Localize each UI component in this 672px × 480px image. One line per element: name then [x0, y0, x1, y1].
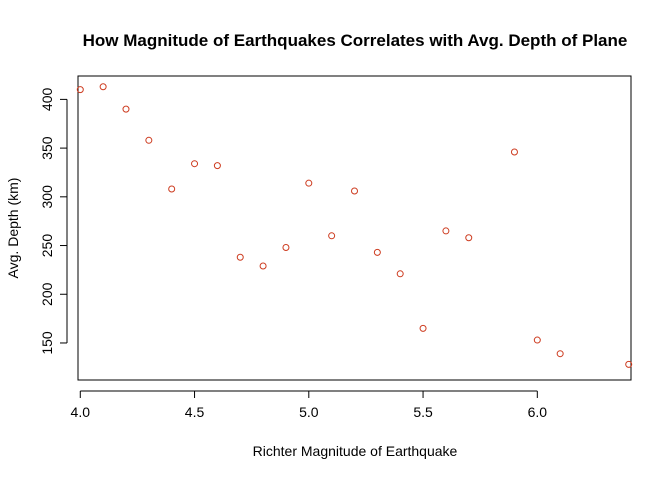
data-point — [510, 148, 518, 156]
x-tick-label: 5.0 — [299, 404, 319, 420]
plot-frame — [77, 75, 632, 381]
data-point — [442, 227, 450, 235]
y-tick-label: 300 — [39, 185, 55, 209]
data-point — [259, 262, 267, 270]
data-point — [76, 86, 84, 94]
y-tick-label: 350 — [39, 136, 55, 160]
x-tick-label: 6.0 — [528, 404, 548, 420]
x-tick-label: 4.0 — [71, 404, 91, 420]
data-point — [213, 162, 221, 170]
data-point — [396, 270, 404, 278]
x-axis-title: Richter Magnitude of Earthquake — [253, 443, 458, 459]
data-point — [191, 160, 199, 168]
x-axis: 4.0 4.5 5.0 5.5 6.0 — [71, 390, 548, 420]
data-point — [99, 83, 107, 91]
y-tick-label: 200 — [39, 282, 55, 306]
y-tick-label: 250 — [39, 234, 55, 258]
data-point — [145, 136, 153, 144]
data-point — [556, 350, 564, 358]
data-point — [625, 360, 633, 368]
data-point — [282, 243, 290, 251]
data-point — [351, 187, 358, 195]
data-point — [168, 185, 176, 193]
data-point — [328, 232, 336, 240]
data-point — [236, 253, 244, 261]
y-tick-label: 400 — [39, 87, 55, 111]
chart-title: How Magnitude of Earthquakes Correlates … — [83, 31, 628, 50]
plot-area — [76, 75, 633, 381]
y-axis: 150 200 250 300 350 400 — [39, 87, 68, 355]
x-tick-label: 4.5 — [185, 404, 205, 420]
data-point — [305, 179, 313, 187]
y-axis-title: Avg. Depth (km) — [5, 178, 21, 279]
x-tick-label: 5.5 — [413, 404, 433, 420]
data-point — [373, 248, 381, 256]
data-point — [465, 234, 473, 242]
data-point — [122, 105, 130, 113]
data-point — [533, 336, 541, 344]
y-tick-label: 150 — [39, 331, 55, 355]
data-point — [419, 324, 427, 332]
